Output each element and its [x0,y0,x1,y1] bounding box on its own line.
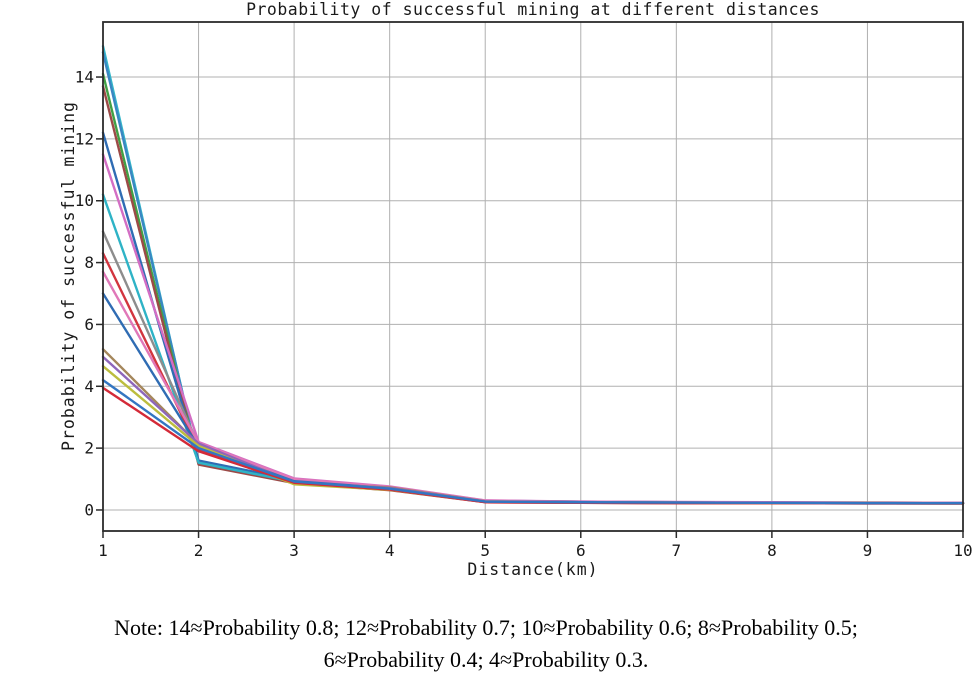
note-line-2: 6≈Probability 0.4; 4≈Probability 0.3. [323,647,649,672]
x-tick-label: 8 [767,541,777,560]
y-tick-label: 2 [84,439,94,458]
series-line-line-start-12.2 [101,131,965,505]
x-tick-label: 2 [194,541,204,560]
series-line-line-start-8.3 [101,252,965,505]
x-tick-label: 10 [953,541,972,560]
y-tick-label: 8 [84,253,94,272]
series-line-line-start-15.0 [101,44,965,505]
y-tick-label: 14 [75,68,94,87]
series-line-line-start-14.1 [101,72,965,505]
series-line-line-start-14.8 [101,51,965,505]
x-tick-label: 4 [385,541,395,560]
x-tick-label: 7 [672,541,682,560]
x-tick-label: 5 [480,541,490,560]
series-line-line-start-5.2 [101,347,965,505]
series-line-line-start-13.7 [101,85,965,505]
y-tick-label: 12 [75,129,94,148]
series-line-line-start-4.95 [101,355,965,505]
series-line-line-start-11.5 [101,153,965,505]
y-tick-label: 6 [84,315,94,334]
y-axis-label: Probability of successful mining [59,101,78,451]
x-axis-label: Distance(km) [467,560,598,579]
x-tick-label: 6 [576,541,586,560]
y-tick-label: 4 [84,377,94,396]
x-tick-label: 9 [863,541,873,560]
note-line-1: Note: 14≈Probability 0.8; 12≈Probability… [114,615,858,640]
x-tick-label: 1 [98,541,108,560]
x-tick-label: 3 [289,541,299,560]
chart-title: Probability of successful mining at diff… [246,0,820,19]
plot-frame [102,21,964,532]
series-line-line-start-3.95 [101,386,965,505]
figure-note: Note: 14≈Probability 0.8; 12≈Probability… [0,612,972,676]
series-line-line-start-4.2 [101,378,965,505]
y-tick-label: 10 [75,191,94,210]
y-tick-label: 0 [84,500,94,519]
